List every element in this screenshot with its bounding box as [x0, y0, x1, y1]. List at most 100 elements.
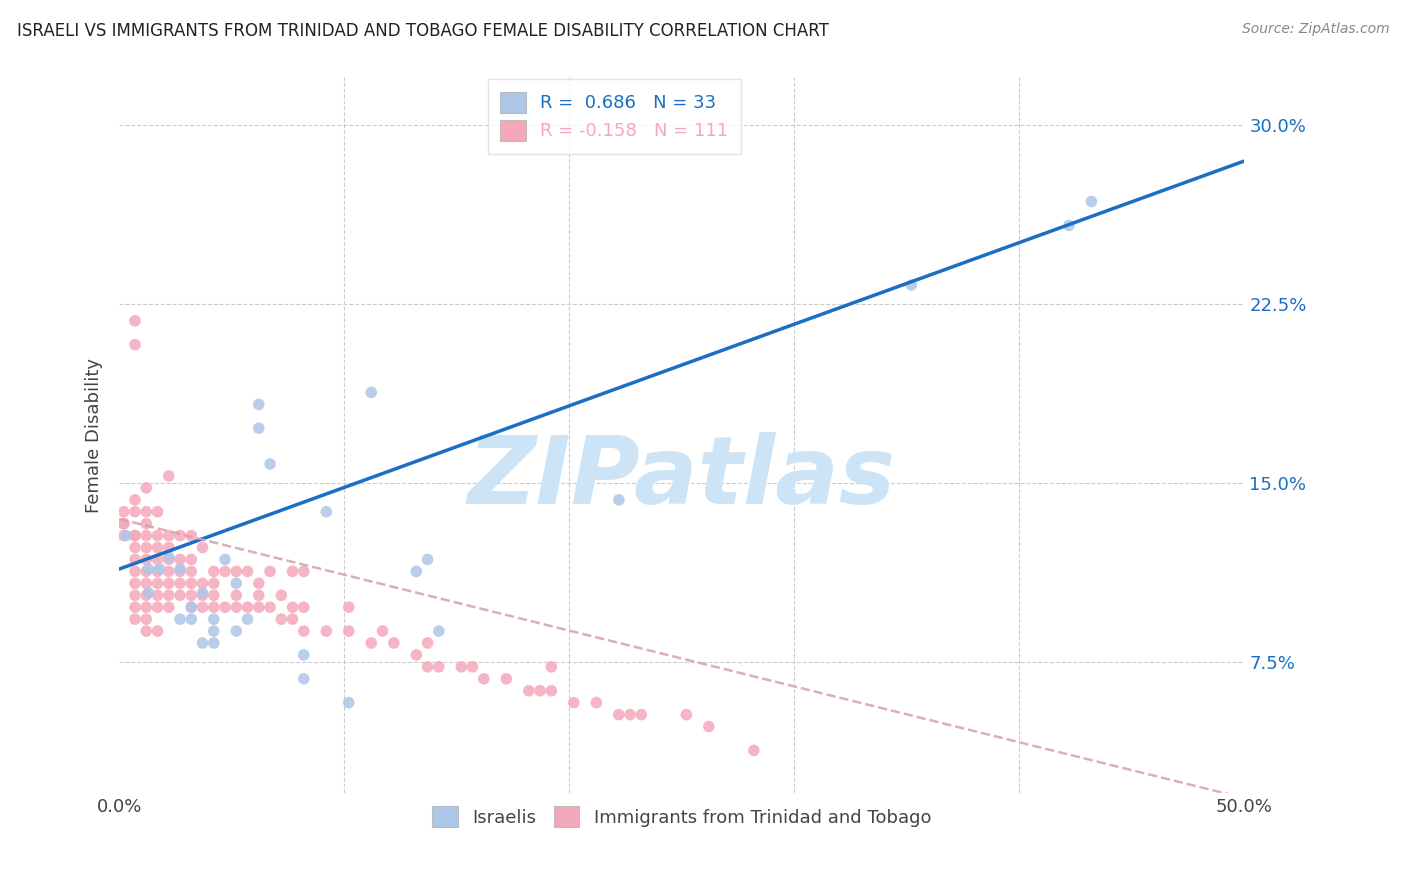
- Point: [292, 648, 315, 662]
- Point: [540, 683, 562, 698]
- Y-axis label: Female Disability: Female Disability: [86, 358, 103, 513]
- Point: [202, 588, 225, 602]
- Point: [292, 565, 315, 579]
- Point: [1080, 194, 1102, 209]
- Point: [169, 552, 191, 566]
- Point: [337, 624, 360, 638]
- Point: [292, 672, 315, 686]
- Text: ISRAELI VS IMMIGRANTS FROM TRINIDAD AND TOBAGO FEMALE DISABILITY CORRELATION CHA: ISRAELI VS IMMIGRANTS FROM TRINIDAD AND …: [17, 22, 828, 40]
- Point: [247, 421, 270, 435]
- Point: [202, 576, 225, 591]
- Point: [281, 600, 304, 615]
- Point: [585, 696, 607, 710]
- Point: [135, 528, 157, 542]
- Point: [360, 636, 382, 650]
- Legend: Israelis, Immigrants from Trinidad and Tobago: Israelis, Immigrants from Trinidad and T…: [425, 799, 939, 834]
- Point: [180, 576, 202, 591]
- Point: [149, 562, 172, 576]
- Point: [180, 528, 202, 542]
- Point: [202, 624, 225, 638]
- Point: [180, 552, 202, 566]
- Point: [337, 600, 360, 615]
- Point: [405, 648, 427, 662]
- Point: [146, 588, 169, 602]
- Point: [202, 600, 225, 615]
- Point: [337, 696, 360, 710]
- Point: [1057, 219, 1080, 233]
- Point: [315, 505, 337, 519]
- Point: [607, 707, 630, 722]
- Point: [281, 565, 304, 579]
- Point: [225, 588, 247, 602]
- Point: [146, 600, 169, 615]
- Point: [247, 600, 270, 615]
- Point: [292, 624, 315, 638]
- Point: [270, 612, 292, 626]
- Text: Source: ZipAtlas.com: Source: ZipAtlas.com: [1241, 22, 1389, 37]
- Point: [191, 541, 214, 555]
- Point: [619, 707, 641, 722]
- Point: [124, 565, 146, 579]
- Point: [146, 624, 169, 638]
- Point: [382, 636, 405, 650]
- Point: [292, 600, 315, 615]
- Point: [191, 576, 214, 591]
- Point: [124, 314, 146, 328]
- Point: [180, 588, 202, 602]
- Point: [247, 588, 270, 602]
- Point: [900, 278, 922, 293]
- Point: [112, 516, 135, 531]
- Point: [135, 612, 157, 626]
- Point: [675, 707, 697, 722]
- Point: [270, 588, 292, 602]
- Point: [146, 565, 169, 579]
- Point: [169, 565, 191, 579]
- Point: [146, 576, 169, 591]
- Point: [124, 576, 146, 591]
- Point: [191, 588, 214, 602]
- Point: [529, 683, 551, 698]
- Point: [124, 600, 146, 615]
- Point: [157, 552, 180, 566]
- Point: [225, 565, 247, 579]
- Point: [247, 576, 270, 591]
- Point: [371, 624, 394, 638]
- Point: [450, 660, 472, 674]
- Point: [135, 576, 157, 591]
- Point: [169, 562, 191, 576]
- Point: [169, 612, 191, 626]
- Point: [112, 505, 135, 519]
- Point: [607, 492, 630, 507]
- Point: [135, 505, 157, 519]
- Point: [146, 541, 169, 555]
- Point: [461, 660, 484, 674]
- Point: [157, 600, 180, 615]
- Point: [495, 672, 517, 686]
- Point: [281, 612, 304, 626]
- Point: [146, 505, 169, 519]
- Point: [169, 588, 191, 602]
- Point: [180, 600, 202, 615]
- Point: [169, 528, 191, 542]
- Point: [157, 588, 180, 602]
- Point: [135, 481, 157, 495]
- Point: [214, 565, 236, 579]
- Point: [315, 624, 337, 638]
- Point: [146, 552, 169, 566]
- Point: [236, 600, 259, 615]
- Point: [562, 696, 585, 710]
- Point: [135, 516, 157, 531]
- Point: [517, 683, 540, 698]
- Point: [124, 541, 146, 555]
- Point: [124, 528, 146, 542]
- Point: [169, 576, 191, 591]
- Point: [135, 552, 157, 566]
- Point: [214, 552, 236, 566]
- Point: [180, 600, 202, 615]
- Point: [124, 505, 146, 519]
- Point: [157, 550, 180, 565]
- Point: [157, 469, 180, 483]
- Point: [225, 600, 247, 615]
- Point: [416, 636, 439, 650]
- Point: [157, 528, 180, 542]
